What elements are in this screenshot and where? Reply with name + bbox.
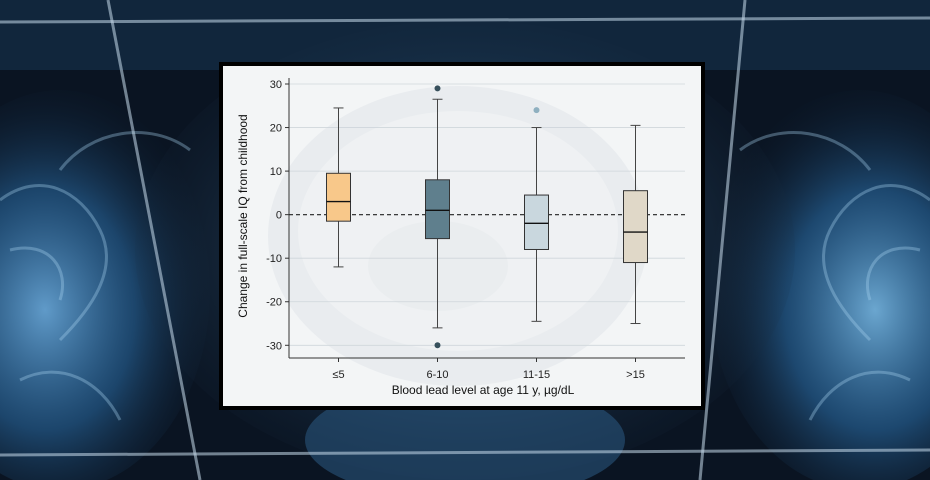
box: [326, 172, 351, 222]
boxes: [326, 85, 648, 349]
outlier-point: [533, 107, 540, 114]
x-axis-label: Blood lead level at age 11 y, µg/dL: [392, 383, 575, 397]
y-tick-label: -20: [266, 297, 282, 309]
x-tick-label: >15: [626, 369, 645, 381]
x-tick-label: 6-10: [426, 369, 448, 381]
x-tick-label: 11-15: [523, 369, 550, 381]
box-group: [326, 107, 351, 268]
x-axis-ticks: ≤5 6-10 11-15 >15: [332, 358, 645, 381]
box: [623, 190, 648, 264]
box-group: [524, 107, 549, 322]
box-group: [623, 124, 648, 325]
box: [425, 179, 450, 240]
chart-area: 30 20 10 0 -10 -20 -30 ≤5 6-10 11-15 >15 Change i…: [223, 66, 701, 406]
axes: [288, 78, 685, 359]
chart-panel: 30 20 10 0 -10 -20 -30 ≤5 6-10 11-15 >15 Change i…: [219, 62, 705, 410]
y-axis-label: Change in full-scale IQ from childhood: [236, 114, 250, 317]
y-tick-label: 20: [270, 123, 282, 135]
outlier-point: [434, 85, 441, 92]
box: [524, 194, 549, 250]
brain-watermark: [268, 86, 648, 386]
x-tick-label: ≤5: [332, 369, 344, 381]
outlier-point: [434, 342, 441, 349]
y-tick-label: -10: [266, 253, 282, 265]
gridlines: [289, 83, 685, 346]
y-tick-label: 30: [270, 79, 282, 91]
box-group: [425, 85, 450, 349]
y-tick-label: -30: [266, 340, 282, 352]
box-plot-chart: 30 20 10 0 -10 -20 -30 ≤5 6-10 11-15 >15 Change i…: [236, 78, 685, 397]
y-tick-label: 10: [270, 166, 282, 178]
y-axis-ticks: 30 20 10 0 -10 -20 -30: [266, 79, 289, 352]
y-tick-label: 0: [276, 210, 282, 222]
